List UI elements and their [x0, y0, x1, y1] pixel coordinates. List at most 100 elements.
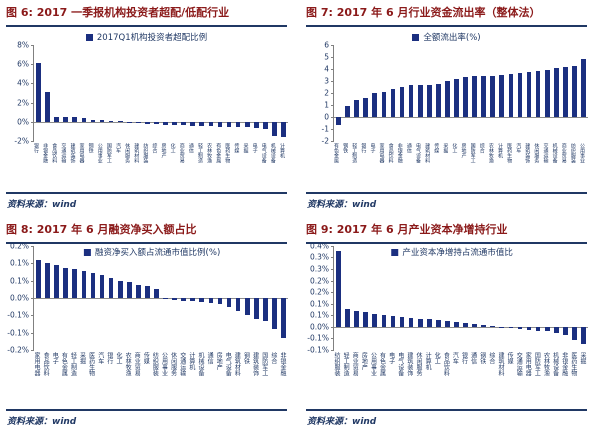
- y-axis-tick-mark: [331, 349, 334, 351]
- y-axis-tick-label: 0.2%: [309, 287, 329, 297]
- x-axis-category-label: 机械设备: [551, 142, 558, 163]
- x-axis-category-label: 化工: [433, 351, 441, 364]
- zero-axis-line: [34, 297, 288, 299]
- x-axis-category-label: 公用事业: [160, 351, 168, 376]
- x-axis-category-label: 钢铁: [242, 351, 250, 364]
- x-axis-category-label: 计算机: [187, 351, 195, 370]
- y-axis-tick-mark: [31, 349, 34, 351]
- y-axis-tick-mark: [31, 332, 34, 334]
- x-axis-category-label: 建筑材料: [424, 142, 431, 163]
- bar: [472, 324, 477, 327]
- x-axis-category-label: 电气设备: [414, 142, 421, 163]
- bar: [490, 75, 496, 117]
- y-axis-tick-label: -1: [321, 124, 329, 134]
- x-axis-category-label: 采掘: [78, 351, 86, 364]
- source-note: 资料来源：wind: [7, 199, 77, 210]
- y-axis-tick-mark: [331, 280, 334, 282]
- x-axis-category-label: 轻工制造: [69, 351, 77, 376]
- x-axis-category-label: 电气设备: [260, 142, 267, 163]
- zero-axis-line: [334, 326, 588, 328]
- chart-row: 0.2% 0.1% 0.1% 0.0% -0.1% -0.1% -0.2%: [5, 242, 288, 353]
- x-axis-category-label: 化工: [169, 142, 176, 153]
- y-axis-tick-mark: [31, 263, 34, 265]
- x-axis-category-label: 农林牧渔: [206, 142, 213, 163]
- y-axis-tick-label: 5: [324, 52, 329, 62]
- bar: [217, 297, 223, 305]
- y-axis-tick-label: 8%: [17, 40, 29, 50]
- figure-6-title: 图 6: 2017 一季报机构投资者超配/低配行业: [6, 6, 230, 19]
- x-axis-category-label: 银行: [360, 142, 367, 153]
- y-axis-tick-mark: [331, 338, 334, 340]
- plot-area: [31, 245, 288, 351]
- x-axis-category-label: 农林牧渔: [124, 351, 132, 376]
- y-axis-tick-label: 6: [324, 40, 329, 50]
- plot-area: [31, 44, 288, 142]
- bar: [172, 297, 177, 301]
- bar: [581, 326, 586, 345]
- bar: [426, 319, 432, 327]
- y-axis-tick-mark: [331, 315, 334, 317]
- bar: [45, 91, 50, 122]
- bar: [481, 324, 487, 327]
- y-axis-tick-mark: [331, 104, 334, 106]
- x-axis-category-label: 家用电器: [33, 351, 40, 376]
- x-axis-category-label: 建筑装饰: [251, 351, 259, 376]
- bar: [445, 321, 450, 327]
- bar: [63, 116, 69, 122]
- x-axis-category-label: 机械设备: [196, 351, 204, 376]
- bar: [336, 116, 341, 126]
- y-axis-tick-mark: [331, 116, 334, 118]
- bar: [336, 250, 341, 327]
- bar: [526, 71, 532, 117]
- x-axis-category-label: 建筑材料: [496, 351, 504, 376]
- y-axis-tick-mark: [331, 245, 334, 247]
- bar: [226, 121, 232, 127]
- x-axis-category-label: 建筑装饰: [405, 351, 413, 376]
- x-axis-category-label: 国防军工: [105, 142, 112, 163]
- bar: [454, 78, 459, 117]
- bar: [354, 310, 360, 327]
- bar: [199, 297, 205, 302]
- y-axis-tick-mark: [331, 80, 334, 82]
- x-axis-category-label: 银行: [33, 142, 39, 153]
- y-axis-tick-mark: [331, 128, 334, 130]
- y-axis-tick-label: 0.1%: [9, 275, 29, 285]
- figure-8-title: 图 8: 2017 年 6 月融资净买入额占比: [6, 223, 197, 236]
- x-axis-category-label: 纺织服装: [151, 351, 159, 376]
- x-axis-category-label: 有色金属: [333, 142, 339, 163]
- bar: [281, 121, 286, 138]
- y-axis-tick-label: 2%: [17, 97, 29, 107]
- legend-label: 产业资本净增持占流通市值比: [402, 248, 513, 259]
- bar: [381, 314, 387, 327]
- y-axis-tick-mark: [31, 315, 34, 317]
- x-axis-category-label: 轻工制造: [196, 142, 203, 163]
- bar: [463, 323, 468, 327]
- bar: [253, 121, 259, 128]
- bar: [81, 117, 87, 122]
- figure-6-legend: 2017Q1机构投资者超配比例: [5, 32, 288, 43]
- figure-7-chart: 6 5 4 3 2 1 0 -1 -2 有色金属 钢铁 轻工制造 银行 电子 家用电器 食品饮料 非银金融 通信…: [305, 41, 588, 189]
- bar: [345, 308, 350, 327]
- y-axis-tick-label: 0.2%: [9, 241, 29, 251]
- source-divider: [306, 408, 587, 411]
- y-axis-tick-mark: [331, 292, 334, 294]
- bar: [535, 70, 541, 117]
- x-axis-category-label: 化工: [451, 142, 458, 153]
- bar: [463, 76, 468, 117]
- bar: [381, 91, 387, 117]
- x-axis-category-label: 纺织服装: [333, 351, 340, 376]
- x-axis-category-label: 国防军工: [533, 351, 541, 376]
- x-axis-category-label: 采掘: [442, 142, 449, 153]
- y-axis-tick-label: 0.0%: [9, 293, 29, 303]
- bar: [72, 269, 78, 298]
- bar: [490, 325, 496, 327]
- bar: [272, 121, 277, 137]
- bar: [499, 326, 505, 328]
- bar: [553, 326, 559, 333]
- y-axis-tick-mark: [331, 303, 334, 305]
- x-axis-category-label: 房地产: [215, 351, 223, 370]
- x-axis-category-label: 电子: [51, 351, 59, 364]
- x-axis-category-label: 非银金融: [396, 142, 403, 163]
- y-axis-tick-label: 1: [324, 100, 329, 110]
- x-axis-category-label: 非银金融: [42, 142, 49, 163]
